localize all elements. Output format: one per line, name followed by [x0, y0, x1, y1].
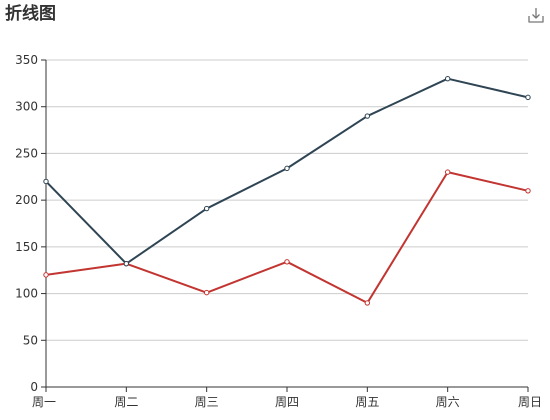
series-1-point[interactable] — [284, 165, 290, 172]
series-1-point[interactable] — [364, 113, 371, 119]
x-tick-label: 周四 — [275, 395, 299, 409]
axes: 0 50 100 150 200 250 300 350 周一 周二 周三 周四 周五 周六 周日 — [15, 53, 542, 409]
series-2-line — [45, 171, 529, 304]
series-2-point[interactable] — [525, 188, 531, 194]
y-tick-label: 250 — [15, 146, 38, 160]
series-2-point[interactable] — [444, 169, 451, 175]
series-1-point[interactable] — [525, 94, 531, 101]
y-tick-label: 100 — [15, 287, 38, 301]
download-button[interactable] — [525, 4, 547, 26]
download-icon — [528, 8, 544, 23]
series-1-point[interactable] — [43, 178, 49, 185]
chart-title: 折线图 — [5, 4, 56, 24]
x-tick-label: 周六 — [436, 395, 460, 409]
series-1-point[interactable] — [444, 75, 451, 82]
y-tick-label: 300 — [15, 100, 38, 114]
x-tick-label: 周一 — [32, 395, 56, 409]
series-2-point[interactable] — [203, 289, 210, 296]
y-tick-label: 150 — [15, 240, 38, 254]
series-lines — [43, 75, 531, 306]
grid-lines — [46, 59, 528, 341]
series-2-point[interactable] — [43, 272, 49, 278]
series-2-point[interactable] — [284, 259, 290, 265]
y-tick-label: 50 — [23, 333, 38, 347]
series-1-point[interactable] — [123, 260, 130, 267]
x-tick-label: 周五 — [355, 395, 379, 409]
x-tick-label: 周日 — [518, 395, 542, 409]
y-tick-label: 350 — [15, 53, 38, 67]
y-tick-label: 200 — [15, 193, 38, 207]
x-tick-label: 周二 — [114, 395, 138, 409]
x-tick-label: 周三 — [195, 395, 219, 409]
series-1-point[interactable] — [203, 205, 210, 212]
y-tick-label: 0 — [30, 380, 38, 394]
series-2-point[interactable] — [364, 300, 371, 306]
